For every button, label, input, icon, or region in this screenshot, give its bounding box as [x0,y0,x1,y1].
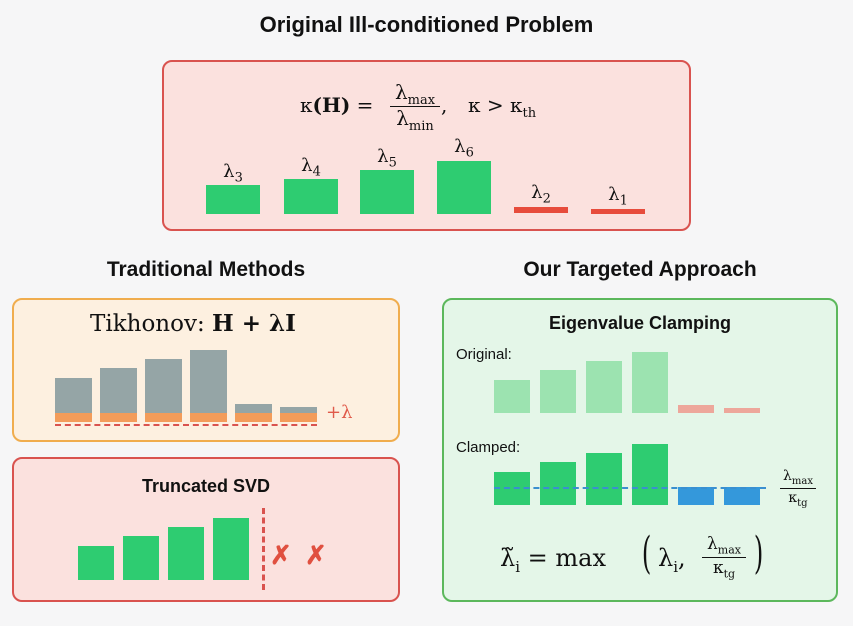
eigen-label-3: λ3 [223,161,243,186]
clamped-eigenvalue-subscript: i [515,557,521,576]
tikhonov-formula: Tikhonov: H + λI [90,310,330,337]
original-bar-1 [494,380,530,413]
discarded-mark-2: ✗ [305,540,327,570]
max-fraction-denominator: κ [712,558,724,578]
tikhonov-shift-2 [100,413,137,422]
max-fraction-numerator-subscript: max [717,543,741,557]
threshold-denominator-subscript: tg [797,497,808,509]
clamped-bar-3 [586,453,622,505]
kappa-symbol: κ [300,93,313,117]
max-fraction-numerator: λ [707,534,718,554]
tikhonov-shift-3 [145,413,182,422]
tsvd-bar-1 [78,546,114,580]
eigen-label-2: λ2 [531,182,551,207]
clamp-threshold-line [494,487,766,489]
condition-subscript: th [522,106,537,121]
clamping-formula: λ̃i = max ( λi, λmax κtg ) [500,528,764,581]
fraction-denominator: λ [396,106,409,130]
original-bar-2 [540,370,576,413]
truncated-svd-panel [12,457,400,602]
denominator-subscript: min [408,119,434,134]
tikhonov-shift-6 [280,413,317,422]
targeted-approach-heading: Our Targeted Approach [523,258,757,281]
eigenvalue-bar-3 [206,185,260,214]
left-paren: ( [641,528,652,579]
tikhonov-bar-2 [100,368,137,413]
clamped-label: Clamped: [456,439,521,456]
condition-inequality: κ > κ [468,93,523,117]
max-fraction-denominator-subscript: tg [723,567,736,581]
discarded-mark-1: ✗ [270,540,292,570]
tikhonov-bar-4 [190,350,227,413]
tikhonov-bar-5 [235,404,272,413]
eigenvalue-bar-6 [437,161,491,214]
threshold-numerator-subscript: max [791,475,813,487]
threshold-fraction: λmax κtg [776,468,820,509]
tikhonov-baseline [55,424,317,426]
clamped-bar-2 [540,462,576,505]
eigenvalue-bar-5 [360,170,414,214]
original-bar-6 [724,408,760,413]
truncation-line [262,508,265,590]
clamped-bar-4 [632,444,668,505]
eigenvalue-bar-2 [514,207,568,213]
tsvd-bar-2 [123,536,159,580]
tikhonov-shift-4 [190,413,227,422]
max-first-argument: λ [658,544,674,572]
clamped-bar-5 [678,487,714,505]
condition-number-formula: κ(H) = λmax λmin , κ > κth [300,80,560,134]
eigenvalue-bar-4 [284,179,338,214]
tikhonov-shift-1 [55,413,92,422]
max-operator: = max [520,544,606,572]
clamped-bar-6 [724,487,760,505]
eigen-label-1: λ1 [608,184,628,209]
threshold-denominator: κ [788,489,798,506]
numerator-subscript: max [407,93,436,108]
fraction-numerator: λ [394,80,408,104]
plus-lambda-label: +λ [326,402,353,423]
original-label: Original: [456,346,512,363]
truncated-svd-heading: Truncated SVD [141,476,271,496]
page-title: Original Ill-conditioned Problem [259,12,594,37]
eigen-label-5: λ5 [377,146,397,171]
traditional-methods-heading: Traditional Methods [106,258,306,281]
tikhonov-bar-3 [145,359,182,413]
tikhonov-bar-6 [280,407,317,413]
original-bar-3 [586,361,622,413]
tikhonov-bar-1 [55,378,92,413]
tikhonov-label: Tikhonov: [90,311,205,337]
equals-sign: = [350,93,374,117]
tikhonov-expression: H + λI [212,310,296,337]
max-first-argument-subscript: i [673,557,679,576]
original-bar-4 [632,352,668,413]
eigenvalue-bar-1 [591,209,645,214]
tsvd-bar-3 [168,527,204,580]
eigenvalue-clamping-heading: Eigenvalue Clamping [548,313,732,333]
tikhonov-shift-5 [235,413,272,422]
right-paren: ) [753,528,764,579]
tsvd-bar-4 [213,518,249,580]
eigen-label-4: λ4 [301,155,321,180]
original-bar-5 [678,405,714,413]
threshold-numerator: λ [783,468,792,484]
formula-comma: , [441,93,448,117]
eigen-label-6: λ6 [454,136,474,161]
clamped-eigenvalue-symbol: λ̃ [500,544,516,572]
kappa-argument: (H) [312,93,351,117]
